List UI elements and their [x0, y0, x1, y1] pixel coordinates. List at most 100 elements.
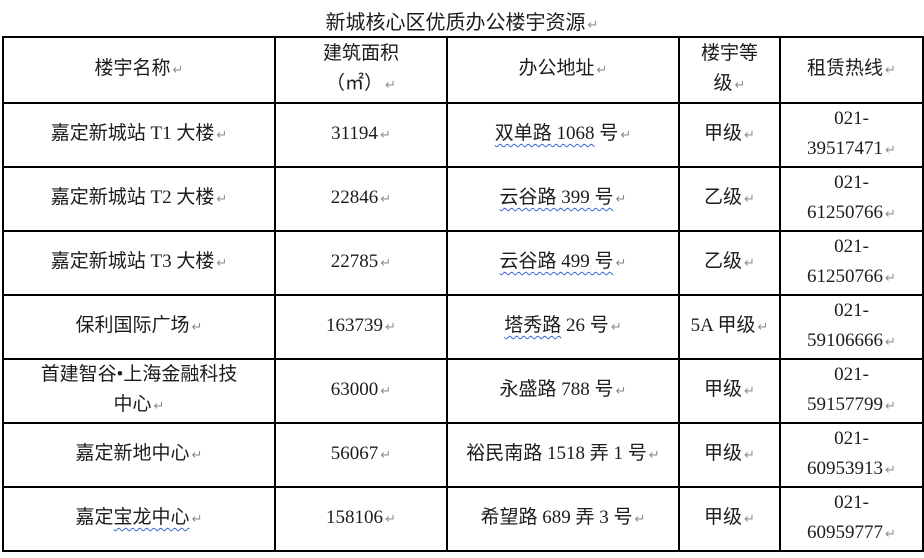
paragraph-mark: ↵ [885, 63, 896, 78]
text-segment: 嘉定新城站 T1 大楼 [50, 123, 215, 144]
cell-building-name-text: 嘉定新城站 T2 大楼 [51, 187, 215, 208]
paragraph-mark: ↵ [191, 448, 203, 463]
cell-building-area-text: 56067 [330, 443, 379, 464]
cell-building-grade: 甲级 ↵ [678, 486, 781, 552]
text-segment: 26 号 [561, 315, 609, 336]
cell-building-grade: 乙级 ↵ [678, 166, 781, 232]
cell-building-name: 嘉定新地中心 ↵ [2, 422, 276, 488]
cell-office-address: 双单路 1068 号 ↵ [446, 102, 680, 168]
cell-building-name: 嘉定新城站 T2 大楼 ↵ [2, 166, 276, 232]
cell-building-name: 保利国际广场 ↵ [2, 294, 276, 360]
paragraph-mark: ↵ [744, 448, 755, 463]
cell-office-address: 希望路 689 弄 3 号 ↵ [446, 486, 680, 552]
paragraph-mark: ↵ [385, 320, 396, 335]
paragraph-mark: ↵ [885, 271, 896, 286]
paragraph-mark: ↵ [744, 128, 755, 143]
text-segment: 嘉定新城站 T2 大楼 [50, 187, 215, 208]
table-row: 嘉定新城站 T3 大楼 ↵ 22785 ↵ 云谷路 499 号 ↵ 乙级 ↵ 021- 6125… [2, 230, 924, 296]
paragraph-mark: ↵ [191, 320, 203, 335]
cell-building-area: 22785 ↵ [274, 230, 448, 296]
cell-leasing-hotline-text: 021- 60953913 [807, 428, 884, 479]
text-segment: 保利国际广场 [75, 315, 190, 336]
header-row: 楼宇名称 ↵ 建筑面积 （㎡） ↵ 办公地址 ↵ 楼宇等 级 ↵ 租赁热线 ↵ [2, 36, 924, 104]
cell-building-area-text: 22846 [330, 187, 379, 208]
column-header: 租赁热线 ↵ [779, 36, 924, 104]
cell-office-address-text: 裕民南路 1518 弄 1 号 [466, 443, 647, 464]
cell-building-area: 22846 ↵ [274, 166, 448, 232]
cell-building-name-text: 嘉定新城站 T3 大楼 [51, 251, 215, 272]
cell-office-address-text: 塔秀路 26 号 [504, 315, 609, 336]
column-header-text: 租赁热线 [807, 58, 884, 79]
cell-leasing-hotline-text: 021- 39517471 [807, 108, 884, 159]
cell-building-grade-text: 甲级 [704, 379, 743, 400]
paragraph-mark: ↵ [744, 512, 755, 527]
paragraph-mark: ↵ [615, 256, 627, 271]
text-segment: 嘉定 [75, 507, 114, 528]
paragraph-mark: ↵ [385, 78, 396, 93]
cell-leasing-hotline: 021- 60953913 ↵ [779, 422, 924, 488]
cell-building-area: 163739 ↵ [274, 294, 448, 360]
cell-building-grade: 甲级 ↵ [678, 422, 781, 488]
cell-building-name: 嘉定宝龙中心 ↵ [2, 486, 276, 552]
paragraph-mark: ↵ [885, 335, 896, 350]
text-segment: 永盛路 788 号 [499, 379, 614, 400]
cell-office-address-text: 永盛路 788 号 [500, 379, 614, 400]
paragraph-mark: ↵ [744, 256, 755, 271]
cell-building-area: 31194 ↵ [274, 102, 448, 168]
paragraph-mark: ↵ [615, 192, 627, 207]
paragraph-mark: ↵ [744, 192, 755, 207]
paragraph-mark: ↵ [379, 128, 391, 143]
cell-building-area: 158106 ↵ [274, 486, 448, 552]
paragraph-mark: ↵ [744, 384, 755, 399]
paragraph-mark: ↵ [216, 256, 228, 271]
cell-building-area: 63000 ↵ [274, 358, 448, 424]
paragraph-mark: ↵ [153, 399, 165, 414]
paragraph-mark: ↵ [596, 63, 608, 78]
cell-leasing-hotline-text: 021- 59157799 [807, 364, 884, 415]
cell-building-grade-text: 甲级 [704, 123, 743, 144]
cell-office-address-text: 希望路 689 弄 3 号 [481, 507, 633, 528]
paragraph-mark: ↵ [216, 192, 228, 207]
cell-building-grade-text: 5A 甲级 [690, 315, 756, 336]
text-segment: 希望路 689 弄 3 号 [480, 507, 633, 528]
paragraph-mark: ↵ [587, 18, 599, 33]
cell-office-address-text: 云谷路 499 号 [500, 251, 614, 272]
cell-building-name-text: 嘉定宝龙中心 [76, 507, 190, 528]
cell-office-address-text: 云谷路 399 号 [500, 187, 614, 208]
paragraph-mark: ↵ [885, 207, 896, 222]
paragraph-mark: ↵ [385, 512, 396, 527]
cell-building-grade: 乙级 ↵ [678, 230, 781, 296]
cell-building-grade-text: 乙级 [704, 187, 743, 208]
table-row: 嘉定新地中心 ↵ 56067 ↵ 裕民南路 1518 弄 1 号 ↵ 甲级 ↵ 021- 609… [2, 422, 924, 488]
paragraph-mark: ↵ [648, 448, 660, 463]
table-row: 首建智谷•上海金融科技 中心 ↵ 63000 ↵ 永盛路 788 号 ↵ 甲级 ↵ 021- 5… [2, 358, 924, 424]
table-row: 保利国际广场 ↵ 163739 ↵ 塔秀路 26 号 ↵ 5A 甲级 ↵ 021- 591066… [2, 294, 924, 360]
cell-building-area: 56067 ↵ [274, 422, 448, 488]
cell-building-name-text: 嘉定新地中心 [76, 443, 190, 464]
column-header: 楼宇等 级 ↵ [678, 36, 781, 104]
paragraph-mark: ↵ [216, 128, 228, 143]
paragraph-mark: ↵ [885, 463, 896, 478]
cell-leasing-hotline: 021- 60959777 ↵ [779, 486, 924, 552]
cell-leasing-hotline-text: 021- 61250766 [807, 236, 884, 287]
paragraph-mark: ↵ [885, 527, 896, 542]
paragraph-mark: ↵ [885, 399, 896, 414]
office-buildings-table: 楼宇名称 ↵ 建筑面积 （㎡） ↵ 办公地址 ↵ 楼宇等 级 ↵ 租赁热线 ↵ 嘉定新城站 T1 … [2, 36, 924, 552]
text-segment: 首建智谷•上海金融科技 中心 [40, 364, 238, 415]
cell-office-address: 云谷路 499 号 ↵ [446, 230, 680, 296]
cell-building-name: 嘉定新城站 T3 大楼 ↵ [2, 230, 276, 296]
cell-building-name: 首建智谷•上海金融科技 中心 ↵ [2, 358, 276, 424]
paragraph-mark: ↵ [634, 512, 646, 527]
paragraph-mark: ↵ [610, 320, 622, 335]
column-header-text: 办公地址 [518, 58, 595, 79]
paragraph-mark: ↵ [380, 448, 392, 463]
cell-leasing-hotline: 021- 59157799 ↵ [779, 358, 924, 424]
paragraph-mark: ↵ [620, 128, 632, 143]
cell-leasing-hotline: 021- 61250766 ↵ [779, 166, 924, 232]
page-title: 新城核心区优质办公楼宇资源 ↵ [0, 0, 924, 36]
table-row: 嘉定新城站 T2 大楼 ↵ 22846 ↵ 云谷路 399 号 ↵ 乙级 ↵ 021- 6125… [2, 166, 924, 232]
table-row: 嘉定新城站 T1 大楼 ↵ 31194 ↵ 双单路 1068 号 ↵ 甲级 ↵ 021- 395… [2, 102, 924, 168]
cell-building-grade: 甲级 ↵ [678, 102, 781, 168]
cell-building-area-text: 63000 [330, 379, 379, 400]
column-header: 建筑面积 （㎡） ↵ [274, 36, 448, 104]
